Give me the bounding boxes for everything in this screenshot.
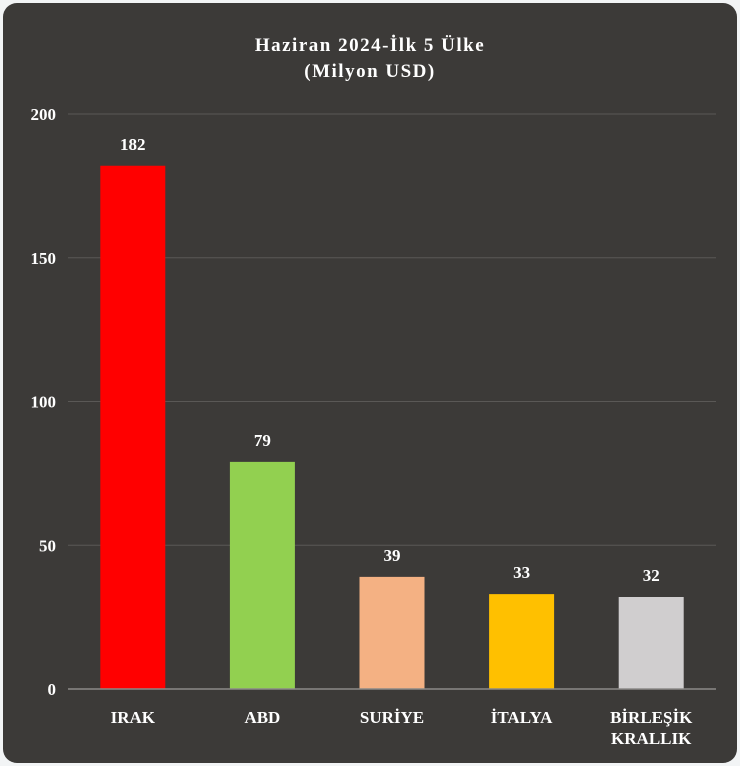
- x-tick-label: SURİYE: [360, 708, 424, 727]
- bars: [100, 165, 684, 689]
- bar: [100, 165, 166, 689]
- bar: [229, 461, 295, 689]
- bar: [489, 594, 555, 689]
- bar: [359, 576, 425, 689]
- bar-chart: 0 50 100 150 200 182 79 39 33 32 IRAK ABD SURİYE İT…: [31, 105, 716, 748]
- x-tick-label: BİRLEŞİK: [610, 708, 693, 727]
- data-label: 32: [643, 566, 660, 585]
- chart-card: Haziran 2024-İlk 5 Ülke (Milyon USD) 0 50…: [3, 3, 737, 763]
- chart-title-line-2: (Milyon USD): [304, 61, 436, 82]
- x-tick-label: ABD: [244, 708, 280, 727]
- y-tick-label: 50: [39, 536, 56, 555]
- data-labels: 182 79 39 33 32: [120, 135, 660, 585]
- x-tick-label: KRALLIK: [611, 729, 692, 748]
- y-tick-label: 0: [48, 680, 57, 699]
- y-axis: 0 50 100 150 200: [31, 105, 57, 699]
- x-tick-label: İTALYA: [491, 708, 553, 727]
- data-label: 39: [384, 546, 401, 565]
- y-tick-label: 200: [31, 105, 57, 124]
- data-label: 33: [513, 563, 530, 582]
- data-label: 79: [254, 431, 271, 450]
- y-tick-label: 150: [31, 249, 57, 268]
- y-tick-label: 100: [31, 393, 57, 412]
- bar: [618, 597, 684, 689]
- grid-lines: [68, 113, 716, 546]
- x-axis: IRAK ABD SURİYE İTALYA BİRLEŞİK KRALLIK: [111, 708, 693, 748]
- data-label: 182: [120, 135, 146, 154]
- chart-title: Haziran 2024-İlk 5 Ülke (Milyon USD): [3, 33, 737, 85]
- x-tick-label: IRAK: [111, 708, 156, 727]
- chart-title-line-1: Haziran 2024-İlk 5 Ülke: [254, 35, 486, 56]
